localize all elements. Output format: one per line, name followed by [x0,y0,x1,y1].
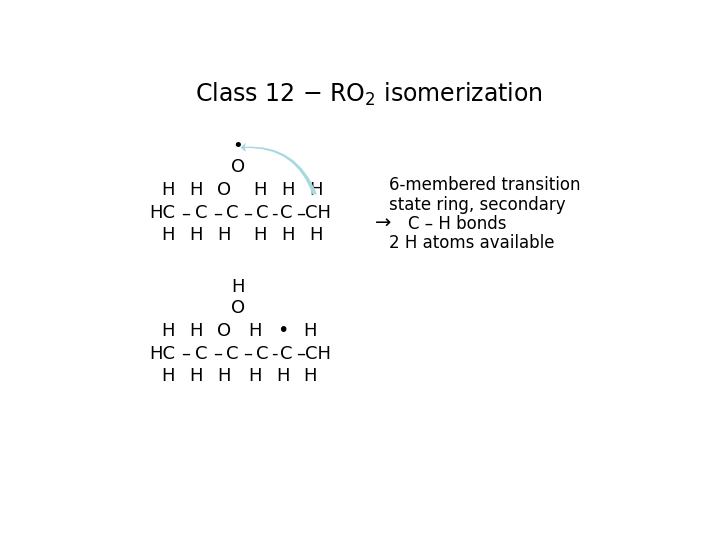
Text: C: C [256,204,268,222]
Text: H: H [282,226,295,244]
Text: →: → [374,214,391,233]
Text: Class 12 $-$ RO$_2$ isomerization: Class 12 $-$ RO$_2$ isomerization [195,80,543,107]
Text: C: C [280,345,292,363]
Text: H: H [189,367,203,385]
Text: 6-membered transition: 6-membered transition [389,177,580,194]
Text: HC: HC [150,345,176,363]
Text: H: H [282,181,295,199]
Text: H: H [161,367,175,385]
Text: H: H [310,181,323,199]
Text: –: – [181,345,191,363]
Text: HC: HC [150,204,176,222]
Text: H: H [217,367,230,385]
Text: H: H [248,367,261,385]
Text: –: – [297,345,305,363]
Text: O: O [217,322,231,340]
Text: O: O [231,158,245,176]
Text: CH: CH [305,204,330,222]
Text: H: H [253,226,267,244]
Text: H: H [217,226,230,244]
Text: O: O [231,299,245,317]
Text: –: – [243,204,252,222]
Text: H: H [189,181,203,199]
Text: 2 H atoms available: 2 H atoms available [389,234,554,252]
Text: C: C [195,204,208,222]
Text: •: • [276,321,288,340]
Text: H: H [189,226,203,244]
Text: C: C [195,345,208,363]
Text: H: H [248,322,261,340]
Text: H: H [231,278,245,296]
Text: H: H [161,322,175,340]
Text: –: – [212,345,222,363]
Text: C: C [226,345,238,363]
FancyArrowPatch shape [240,143,317,196]
Text: H: H [189,322,203,340]
Text: •: • [233,137,243,155]
Text: C: C [256,345,268,363]
Text: –: – [243,345,252,363]
Text: -: - [271,204,277,222]
Text: H: H [253,181,267,199]
Text: C: C [226,204,238,222]
Text: H: H [161,181,175,199]
Text: H: H [161,226,175,244]
Text: H: H [310,226,323,244]
Text: O: O [217,181,231,199]
Text: C – H bonds: C – H bonds [408,214,507,233]
Text: –: – [181,204,191,222]
Text: H: H [304,367,317,385]
Text: H: H [276,367,289,385]
Text: H: H [304,322,317,340]
Text: C: C [280,204,292,222]
Text: state ring, secondary: state ring, secondary [389,196,565,214]
Text: –: – [297,204,305,222]
Text: –: – [212,204,222,222]
Text: -: - [271,345,277,363]
Text: CH: CH [305,345,330,363]
